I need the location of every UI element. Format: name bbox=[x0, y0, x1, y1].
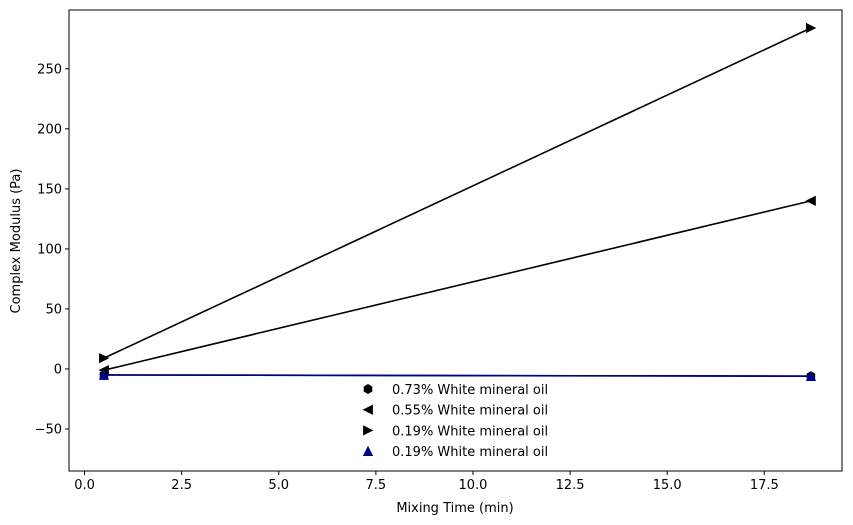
legend-marker-4 bbox=[362, 445, 374, 456]
y-tick-label: −50 bbox=[35, 422, 62, 437]
x-tick-label: 17.5 bbox=[750, 478, 779, 493]
y-tick-label: 0 bbox=[54, 362, 62, 377]
x-tick-label: 0.0 bbox=[74, 478, 95, 493]
data-point-series-3 bbox=[99, 353, 110, 364]
x-tick-label: 2.5 bbox=[171, 478, 192, 493]
data-point-series-2 bbox=[805, 195, 816, 207]
plot-area bbox=[69, 10, 842, 471]
legend-label-2: 0.55% White mineral oil bbox=[392, 404, 548, 419]
legend-marker-2 bbox=[362, 404, 373, 415]
series-line-3 bbox=[103, 27, 812, 359]
series-line-4 bbox=[103, 374, 811, 377]
x-tick-label: 12.5 bbox=[556, 478, 585, 493]
y-axis: −50 0 50 100 150 200 250 bbox=[35, 62, 69, 437]
legend-label-3: 0.19% White mineral oil bbox=[392, 424, 548, 439]
y-tick-label: 150 bbox=[37, 182, 62, 197]
y-tick-label: 250 bbox=[37, 62, 62, 77]
y-axis-label: Complex Modulus (Pa) bbox=[9, 169, 24, 314]
x-axis: 0.0 2.5 5.0 7.5 10.0 12.5 15.0 17.5 bbox=[74, 471, 779, 493]
y-tick-label: 200 bbox=[37, 122, 62, 137]
plot-frame bbox=[68, 9, 843, 472]
x-tick-label: 5.0 bbox=[268, 478, 289, 493]
series-line-2 bbox=[103, 200, 812, 371]
x-tick-label: 7.5 bbox=[366, 478, 387, 493]
legend-marker-3 bbox=[363, 425, 374, 436]
x-tick-label: 10.0 bbox=[459, 478, 488, 493]
legend: 0.73% White mineral oil 0.55% White miner… bbox=[362, 383, 548, 460]
x-axis-label: Mixing Time (min) bbox=[396, 501, 513, 516]
x-tick-label: 15.0 bbox=[653, 478, 682, 493]
series-layer bbox=[98, 22, 817, 382]
legend-label-1: 0.73% White mineral oil bbox=[392, 383, 548, 398]
y-tick-label: 100 bbox=[37, 242, 62, 257]
data-point-series-3 bbox=[806, 22, 817, 34]
y-tick-label: 50 bbox=[45, 302, 62, 317]
legend-marker-1 bbox=[363, 384, 373, 394]
data-point-series-4 bbox=[98, 369, 110, 380]
data-point-series-4 bbox=[805, 370, 817, 382]
legend-label-4: 0.19% White mineral oil bbox=[392, 445, 548, 460]
